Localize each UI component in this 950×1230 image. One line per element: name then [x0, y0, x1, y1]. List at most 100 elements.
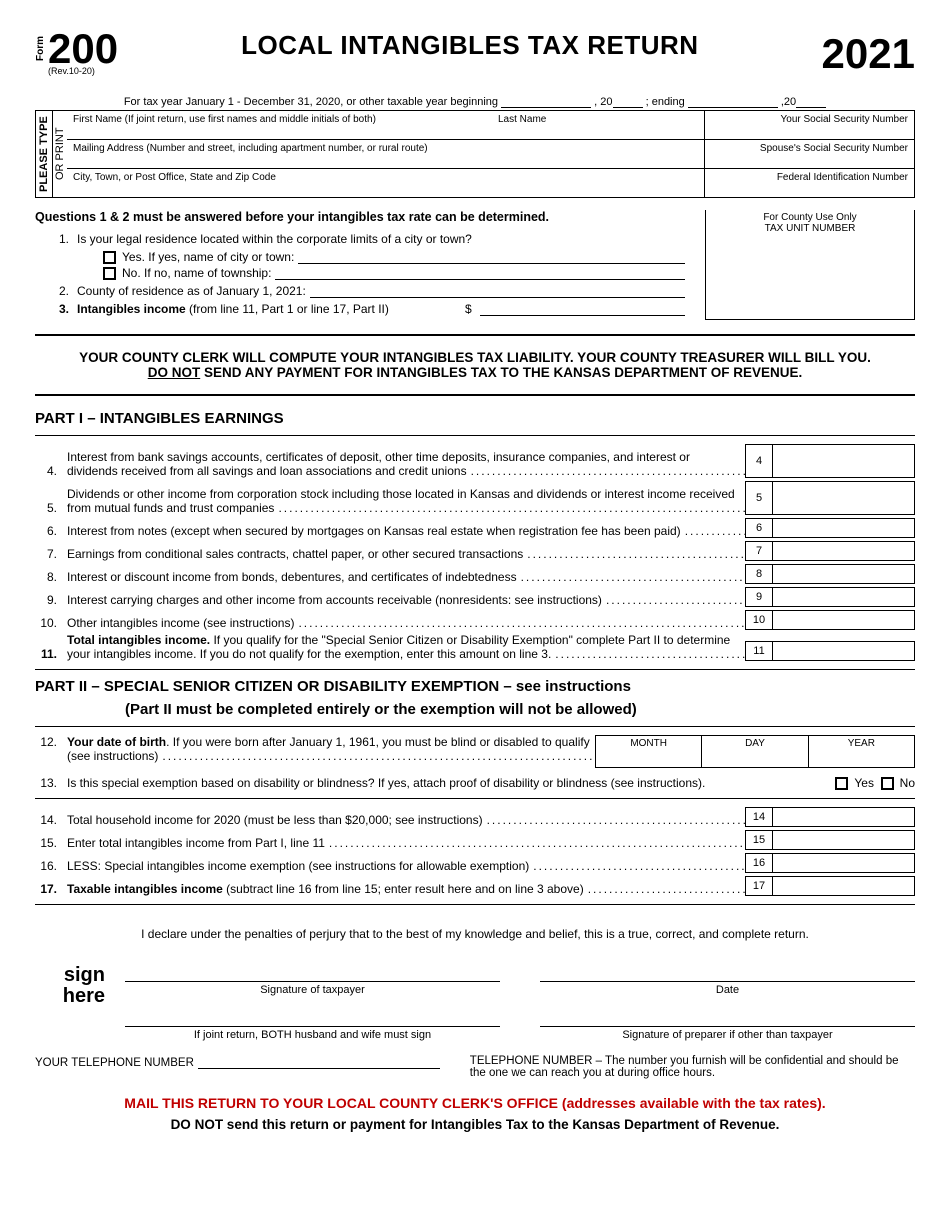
line-11-input[interactable]: [773, 641, 915, 661]
line-8-num: 8.: [35, 570, 67, 584]
dob-month-input[interactable]: MONTH: [595, 735, 702, 768]
dob-day-label: DAY: [745, 738, 765, 749]
end-date-input[interactable]: [688, 96, 778, 108]
ssn-cell[interactable]: Your Social Security Number: [705, 111, 914, 140]
divider: [35, 798, 915, 799]
q1-city-input[interactable]: [298, 250, 685, 264]
line-13-no: No: [900, 776, 915, 790]
line-15-text: Enter total intangibles income from Part…: [67, 836, 325, 850]
divider: [35, 669, 915, 670]
line-4-input[interactable]: [773, 444, 915, 478]
line-16: 16.LESS: Special intangibles income exem…: [35, 853, 915, 873]
line-8-boxnum: 8: [745, 564, 773, 584]
sig-taxpayer-label: Signature of taxpayer: [125, 981, 500, 996]
line-15-boxnum: 15: [745, 830, 773, 850]
spouse-ssn-cell[interactable]: Spouse's Social Security Number: [705, 140, 914, 169]
sig-taxpayer-input[interactable]: [125, 955, 500, 977]
q1-yes-checkbox[interactable]: [103, 251, 116, 264]
taxyear-prefix: For tax year January 1 - December 31, 20…: [124, 96, 498, 108]
line-6-num: 6.: [35, 524, 67, 538]
line-14: 14.Total household income for 2020 (must…: [35, 807, 915, 827]
line-13-num: 13.: [35, 776, 67, 790]
part2-subtitle: (Part II must be completed entirely or t…: [125, 701, 915, 718]
line-9: 9.Interest carrying charges and other in…: [35, 587, 915, 607]
line-5-num: 5.: [35, 501, 67, 515]
line-17-boxnum: 17: [745, 876, 773, 896]
q1-no-checkbox[interactable]: [103, 267, 116, 280]
line-8-input[interactable]: [773, 564, 915, 584]
divider: [35, 726, 915, 727]
here-word: here: [35, 986, 105, 1007]
divider: [35, 435, 915, 436]
county-use-l2: TAX UNIT NUMBER: [710, 223, 910, 234]
county-use-box: For County Use Only TAX UNIT NUMBER: [705, 210, 915, 320]
line-14-text: Total household income for 2020 (must be…: [67, 813, 483, 827]
sig-joint-input[interactable]: [125, 1000, 500, 1022]
city-label: City, Town, or Post Office, State and Zi…: [73, 172, 276, 183]
form-word-vertical: Form: [35, 36, 46, 61]
tel-left-label: YOUR TELEPHONE NUMBER: [35, 1057, 194, 1069]
part1-title: PART I – INTANGIBLES EARNINGS: [35, 410, 915, 427]
line-14-boxnum: 14: [745, 807, 773, 827]
q1-num: 1.: [55, 232, 77, 246]
name-cell[interactable]: First Name (If joint return, use first n…: [67, 111, 704, 140]
line-7-input[interactable]: [773, 541, 915, 561]
line-10-text: Other intangibles income (see instructio…: [67, 616, 294, 630]
line-9-boxnum: 9: [745, 587, 773, 607]
line-10-num: 10.: [35, 616, 67, 630]
line-10-input[interactable]: [773, 610, 915, 630]
line-5-input[interactable]: [773, 481, 915, 515]
q2-text: County of residence as of January 1, 202…: [77, 284, 306, 298]
county-use-l1: For County Use Only: [710, 212, 910, 223]
declaration: I declare under the penalties of perjury…: [35, 927, 915, 941]
dob-day-input[interactable]: DAY: [702, 735, 808, 768]
q2-num: 2.: [55, 284, 77, 298]
begin-date-input[interactable]: [501, 96, 591, 108]
line-13-no-checkbox[interactable]: [881, 777, 894, 790]
question-2: 2. County of residence as of January 1, …: [55, 284, 685, 298]
line-17-input[interactable]: [773, 876, 915, 896]
line-5-boxnum: 5: [745, 481, 773, 515]
city-cell[interactable]: City, Town, or Post Office, State and Zi…: [67, 169, 704, 197]
line-7-num: 7.: [35, 547, 67, 561]
line-16-num: 16.: [35, 859, 67, 873]
telephone-input[interactable]: [198, 1055, 440, 1069]
form-number-block: Form 200 (Rev.10-20): [35, 30, 118, 76]
address-cell[interactable]: Mailing Address (Number and street, incl…: [67, 140, 704, 169]
line-7-text: Earnings from conditional sales contract…: [67, 547, 523, 561]
line-15-input[interactable]: [773, 830, 915, 850]
line-4-text: Interest from bank savings accounts, cer…: [67, 450, 690, 478]
q3-amount-input[interactable]: [480, 302, 685, 316]
line-14-input[interactable]: [773, 807, 915, 827]
question-1: 1. Is your legal residence located withi…: [55, 232, 685, 246]
line-13-yes-checkbox[interactable]: [835, 777, 848, 790]
sig-joint-label: If joint return, BOTH husband and wife m…: [125, 1026, 500, 1041]
q1-text: Is your legal residence located within t…: [77, 232, 472, 246]
line-6-input[interactable]: [773, 518, 915, 538]
line-12: 12. Your date of birth. If you were born…: [35, 735, 915, 768]
sig-preparer-input[interactable]: [540, 1000, 915, 1022]
line-17: 17. Taxable intangibles income (subtract…: [35, 876, 915, 896]
question-3: 3. Intangibles income (from line 11, Par…: [55, 302, 685, 316]
line-7: 7.Earnings from conditional sales contra…: [35, 541, 915, 561]
form-header: Form 200 (Rev.10-20) LOCAL INTANGIBLES T…: [35, 30, 915, 78]
line-9-input[interactable]: [773, 587, 915, 607]
date-input[interactable]: [540, 955, 915, 977]
line-16-input[interactable]: [773, 853, 915, 873]
begin-year-input[interactable]: [613, 96, 643, 108]
line-10: 10.Other intangibles income (see instruc…: [35, 610, 915, 630]
line-9-num: 9.: [35, 593, 67, 607]
dob-year-input[interactable]: YEAR: [809, 735, 915, 768]
line-11-bold: Total intangibles income.: [67, 633, 210, 647]
q1-township-input[interactable]: [275, 266, 685, 280]
divider: [35, 904, 915, 905]
q2-county-input[interactable]: [310, 284, 685, 298]
signature-block: sign here Signature of taxpayerDate If j…: [35, 955, 915, 1041]
sig-preparer-label: Signature of preparer if other than taxp…: [540, 1026, 915, 1041]
q1-yes-row: Yes. If yes, name of city or town:: [103, 250, 685, 264]
form-title: LOCAL INTANGIBLES TAX RETURN: [241, 30, 698, 61]
end-year-input[interactable]: [796, 96, 826, 108]
line-16-text: LESS: Special intangibles income exempti…: [67, 859, 529, 873]
first-name-label: First Name (If joint return, use first n…: [73, 114, 498, 125]
fed-id-cell[interactable]: Federal Identification Number: [705, 169, 914, 197]
